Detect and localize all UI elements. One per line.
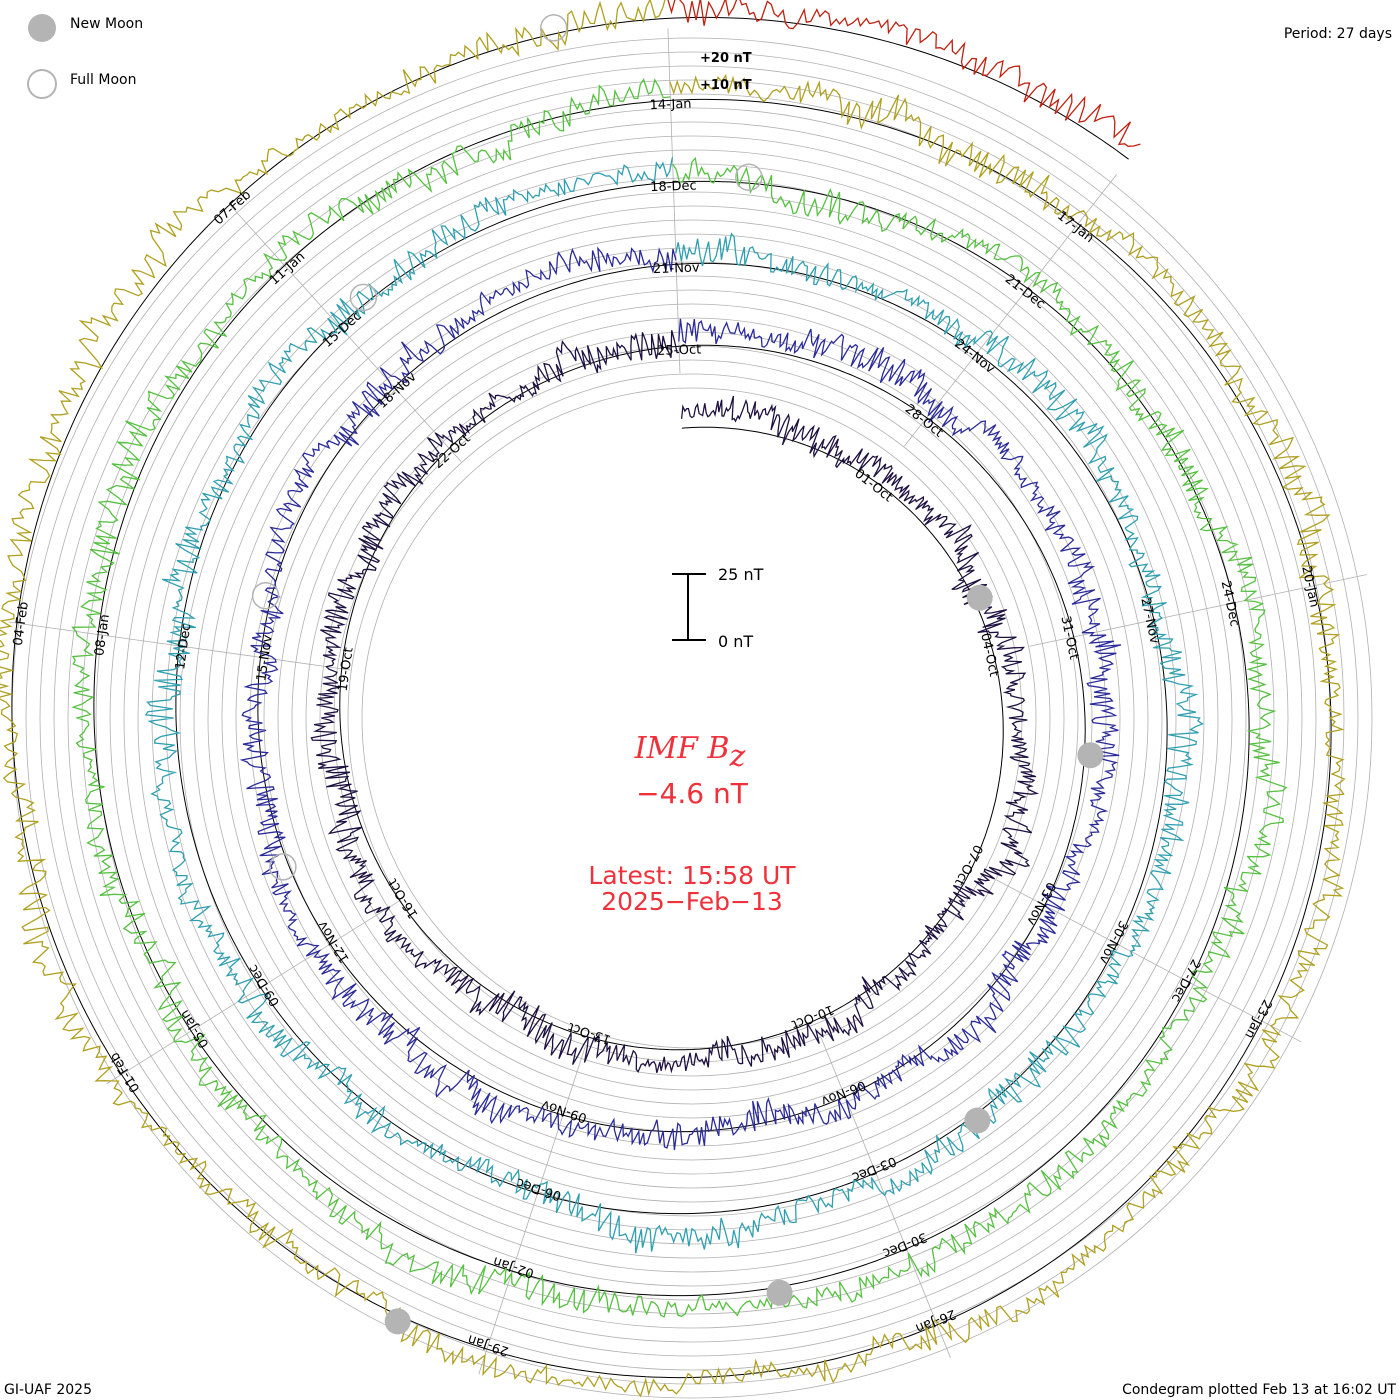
date-label: 06-Dec	[515, 1175, 564, 1204]
date-label: 15-Nov	[254, 634, 275, 683]
moon-markers	[251, 14, 1104, 1335]
bz-series	[0, 0, 1346, 1398]
full-moon-legend-icon	[27, 69, 57, 99]
chart-title: IMF Bz	[634, 731, 746, 774]
full-moon-marker	[269, 853, 297, 881]
new-moon-marker	[766, 1279, 793, 1306]
date-label: 22-Oct	[431, 431, 474, 472]
zero-baselines	[11, 16, 1332, 1379]
chart-title-subscript: z	[729, 739, 746, 774]
grid-spoke	[667, 28, 681, 374]
full-moon-marker	[539, 14, 568, 42]
date-label: 18-Dec	[650, 178, 697, 195]
grid-ring	[361, 387, 1023, 1049]
date-label: 24-Dec	[1218, 579, 1242, 627]
date-label: 13-Oct	[566, 1019, 613, 1047]
zero-baseline-spiral	[11, 16, 1332, 1379]
new-moon-legend-icon	[28, 14, 56, 42]
grid-ring	[39, 65, 1345, 1371]
series-rotation-6	[667, 0, 1141, 147]
series-rotation-4	[71, 78, 1288, 1318]
grid-ring	[11, 37, 1373, 1399]
date-label: 29-Jan	[466, 1331, 511, 1358]
grid-ring	[123, 149, 1261, 1287]
new-moon-marker	[966, 584, 993, 611]
date-label: 16-Oct	[385, 876, 421, 921]
current-value: −4.6 nT	[636, 777, 749, 810]
series-rotation-5	[0, 0, 1346, 1398]
date-label: 25-Oct	[657, 342, 702, 359]
scale-top-label: 25 nT	[718, 565, 764, 584]
date-label: 12-Dec	[173, 623, 194, 671]
grid-spoke	[478, 1045, 586, 1375]
grid-ring	[207, 233, 1177, 1203]
grid-ring	[193, 219, 1191, 1217]
grid-spoke	[1029, 574, 1368, 647]
grid-ring	[109, 135, 1275, 1301]
full-moon-marker	[251, 581, 280, 610]
grid-spoke	[820, 1037, 951, 1358]
series-rotation-3	[144, 157, 1204, 1254]
new-moon-marker	[384, 1308, 411, 1335]
grid-rings	[11, 37, 1373, 1399]
grid-ring	[263, 289, 1121, 1147]
scale-bar: 25 nT 0 nT	[672, 565, 764, 651]
date-label: 01-Feb	[107, 1049, 143, 1094]
grid-ring	[291, 317, 1093, 1119]
date-label: 26-Jan	[913, 1306, 958, 1336]
date-label: 21-Nov	[653, 260, 700, 277]
grid-ring	[67, 93, 1317, 1343]
date-label: 31-Oct	[1057, 615, 1081, 661]
grid-ring	[347, 373, 1037, 1063]
series-rotation-2	[239, 246, 1122, 1151]
new-moon-legend-label: New Moon	[70, 16, 143, 32]
grid-ring	[277, 303, 1107, 1133]
full-moon-marker	[349, 283, 378, 312]
date-label: 30-Dec	[880, 1229, 929, 1260]
date-label: 14-Jan	[649, 97, 691, 113]
date-label: 08-Jan	[92, 613, 113, 657]
grid-ring	[305, 331, 1079, 1105]
date-labels: 01-Oct04-Oct07-Oct10-Oct13-Oct16-Oct19-O…	[11, 97, 1322, 1359]
grid-ring	[151, 177, 1233, 1259]
ref-plus20-label: +20 nT	[700, 51, 752, 66]
grid-ring	[333, 359, 1051, 1077]
latest-time: Latest: 15:58 UT	[588, 861, 796, 890]
date-label: 04-Oct	[977, 632, 1001, 678]
ref-plus10-label: +10 nT	[700, 78, 752, 93]
scale-bottom-label: 0 nT	[718, 632, 753, 651]
footer-credit: GI-UAF 2025	[4, 1382, 92, 1398]
grid-spoke	[106, 900, 400, 1084]
grid-ring	[165, 191, 1219, 1245]
period-label: Period: 27 days	[1284, 26, 1392, 42]
date-label: 23-Jan	[1241, 997, 1274, 1041]
new-moon-marker	[1077, 742, 1104, 769]
grid-ring	[221, 247, 1163, 1189]
date-label: 04-Feb	[11, 601, 32, 647]
chart-title-main: IMF B	[634, 731, 730, 766]
full-moon-marker	[735, 163, 763, 191]
grid-ring	[319, 345, 1065, 1091]
full-moon-legend-label: Full Moon	[70, 72, 136, 88]
grid-spoke	[904, 174, 1118, 447]
grid-ring	[81, 107, 1303, 1329]
date-label: 19-Oct	[336, 647, 357, 693]
latest-date: 2025−Feb−13	[601, 887, 783, 916]
new-moon-marker	[964, 1107, 991, 1134]
footer-plot-time: Condegram plotted Feb 13 at 16:02 UT	[1122, 1382, 1396, 1398]
grid-ring	[95, 121, 1289, 1315]
grid-ring	[25, 51, 1359, 1385]
date-label: 30-Nov	[1095, 918, 1130, 966]
series-rotation-1	[310, 330, 1040, 1074]
grid-ring	[235, 261, 1149, 1175]
